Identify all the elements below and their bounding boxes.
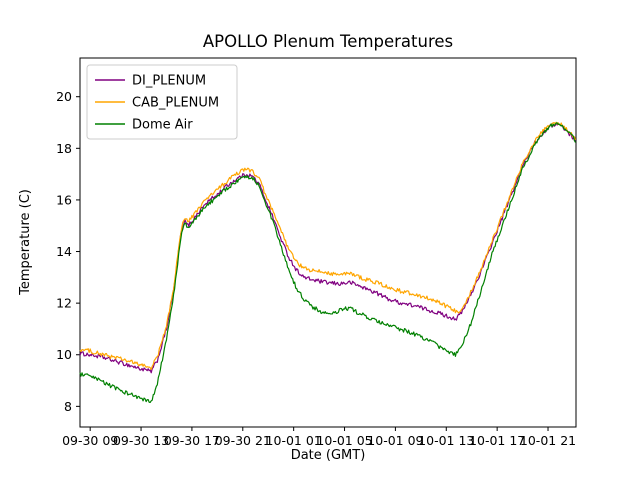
x-tick-label: 09-30 09: [62, 433, 118, 448]
x-tick-label: 10-01 21: [520, 433, 576, 448]
y-axis-label: Temperature (C): [18, 189, 33, 296]
y-tick-label: 18: [56, 141, 72, 156]
x-axis-label: Date (GMT): [291, 448, 366, 463]
legend-label: DI_PLENUM: [132, 74, 206, 89]
axes-frame: [79, 57, 577, 428]
series-line-di-plenum: [79, 122, 576, 374]
series-line-cab-plenum: [79, 121, 577, 371]
x-tick-label: 09-30 17: [164, 433, 220, 448]
y-tick-label: 20: [56, 89, 72, 104]
y-tick-label: 16: [56, 192, 72, 207]
y-tick-label: 12: [56, 296, 72, 311]
y-tick-label: 14: [56, 244, 72, 259]
x-tick-label: 10-01 13: [418, 433, 474, 448]
x-tick-label: 10-01 05: [316, 433, 372, 448]
x-tick-label: 10-01 17: [469, 433, 525, 448]
x-tick-label: 10-01 01: [266, 433, 322, 448]
chart-title: APOLLO Plenum Temperatures: [203, 32, 453, 51]
legend-label: Dome Air: [132, 118, 193, 133]
y-tick-label: 8: [64, 399, 72, 414]
x-tick-label: 09-30 13: [113, 433, 169, 448]
x-tick-label: 09-30 21: [215, 433, 271, 448]
legend-label: CAB_PLENUM: [132, 96, 219, 111]
x-tick-label: 10-01 09: [367, 433, 423, 448]
series-line-dome-air: [79, 122, 577, 403]
legend-box: [86, 64, 238, 140]
y-tick-label: 10: [56, 347, 72, 362]
